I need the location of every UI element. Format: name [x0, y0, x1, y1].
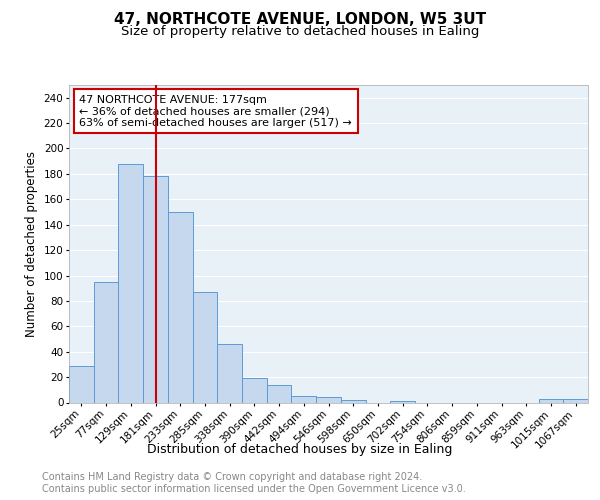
Bar	[143, 176, 168, 402]
Bar	[217, 344, 242, 403]
Bar	[69, 366, 94, 403]
Bar	[292, 396, 316, 402]
Text: Distribution of detached houses by size in Ealing: Distribution of detached houses by size …	[148, 442, 452, 456]
Text: Contains HM Land Registry data © Crown copyright and database right 2024.: Contains HM Land Registry data © Crown c…	[42, 472, 422, 482]
Bar	[242, 378, 267, 402]
Bar	[341, 400, 365, 402]
Bar	[539, 398, 563, 402]
Text: Contains public sector information licensed under the Open Government Licence v3: Contains public sector information licen…	[42, 484, 466, 494]
Bar	[390, 401, 415, 402]
Bar	[316, 398, 341, 402]
Bar	[118, 164, 143, 402]
Bar	[168, 212, 193, 402]
Text: Size of property relative to detached houses in Ealing: Size of property relative to detached ho…	[121, 25, 479, 38]
Bar	[94, 282, 118, 403]
Text: 47, NORTHCOTE AVENUE, LONDON, W5 3UT: 47, NORTHCOTE AVENUE, LONDON, W5 3UT	[114, 12, 486, 28]
Text: 47 NORTHCOTE AVENUE: 177sqm
← 36% of detached houses are smaller (294)
63% of se: 47 NORTHCOTE AVENUE: 177sqm ← 36% of det…	[79, 94, 352, 128]
Bar	[193, 292, 217, 403]
Bar	[267, 384, 292, 402]
Y-axis label: Number of detached properties: Number of detached properties	[25, 151, 38, 337]
Bar	[563, 398, 588, 402]
